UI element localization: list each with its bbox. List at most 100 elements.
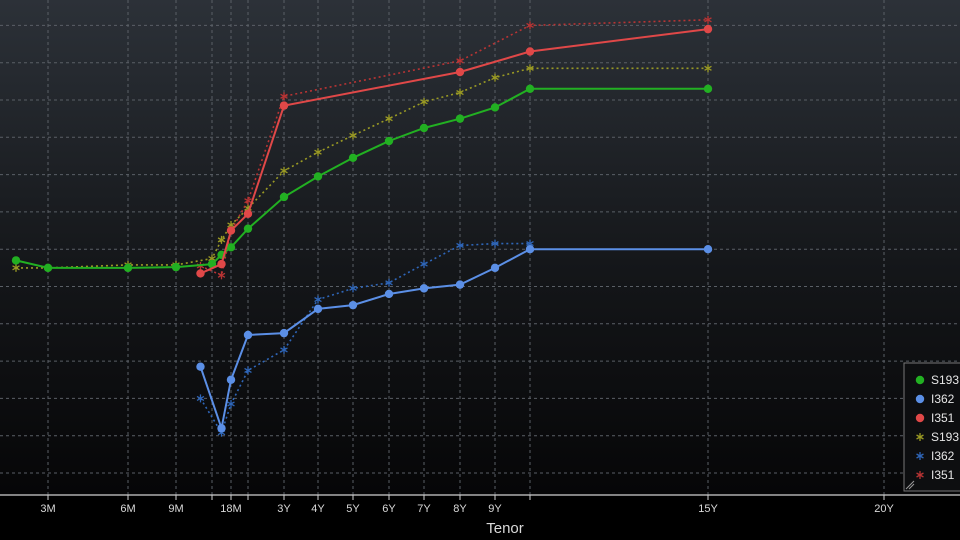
data-point — [385, 278, 393, 287]
data-point — [123, 263, 133, 273]
data-point — [491, 239, 499, 248]
data-point — [384, 289, 394, 299]
data-point — [455, 67, 465, 77]
data-point — [196, 362, 205, 371]
series-5 — [196, 239, 534, 437]
legend: S193 I362 I351 S193 I362 I351 — [903, 362, 960, 492]
data-point — [280, 92, 288, 101]
legend-box — [903, 362, 960, 492]
x-tick-label: 9M — [168, 503, 183, 515]
plot-background — [0, 0, 960, 495]
data-point — [490, 103, 500, 112]
data-point — [525, 47, 535, 56]
series-2 — [196, 245, 713, 433]
x-tick-label: 7Y — [417, 503, 431, 515]
data-point — [384, 136, 394, 146]
x-tick-label: 18M — [220, 503, 241, 515]
data-point — [704, 64, 712, 73]
data-point — [313, 304, 323, 314]
x-tick-label: 6M — [120, 503, 135, 515]
data-point — [226, 243, 236, 252]
data-point — [226, 375, 236, 384]
data-point — [280, 166, 288, 175]
data-point — [703, 24, 713, 34]
series-3 — [196, 24, 713, 278]
data-point — [279, 328, 289, 338]
data-point — [217, 259, 226, 269]
legend-marker — [916, 471, 924, 479]
legend-label: I351 — [931, 411, 955, 425]
series-4 — [12, 64, 712, 272]
data-point — [244, 366, 252, 375]
data-point — [419, 123, 429, 133]
series-1 — [11, 84, 713, 273]
x-axis-title: Tenor — [486, 520, 524, 537]
x-tick-label: 15Y — [698, 503, 718, 515]
legend-label: I362 — [931, 449, 955, 463]
legend-label: S193 — [931, 430, 959, 444]
data-point — [243, 224, 253, 233]
legend-item: S193 — [916, 430, 959, 444]
legend-marker — [915, 413, 925, 423]
data-point — [526, 64, 534, 73]
legend-item: I351 — [916, 468, 955, 482]
x-tick-label: 3Y — [277, 503, 291, 515]
data-point — [385, 114, 393, 123]
x-tick-label: 5Y — [346, 503, 360, 515]
x-tick-label: 4Y — [311, 503, 325, 515]
series-group — [11, 15, 713, 437]
legend-item: S193 — [915, 373, 959, 387]
data-point — [43, 263, 53, 273]
data-point — [456, 56, 464, 65]
legend-item: I362 — [915, 392, 955, 406]
x-tick-label: 9Y — [488, 503, 502, 515]
data-point — [348, 153, 358, 163]
data-point — [279, 101, 289, 110]
data-point — [490, 263, 500, 273]
data-point — [349, 284, 357, 293]
resize-grip-icon[interactable] — [905, 480, 915, 490]
data-point — [525, 84, 535, 94]
legend-label: I362 — [931, 392, 955, 406]
data-point — [703, 84, 713, 94]
data-point — [217, 424, 226, 433]
data-point — [244, 196, 252, 205]
data-point — [227, 399, 235, 408]
x-tick-label: 8Y — [453, 503, 467, 515]
data-point — [171, 262, 181, 272]
legend-marker — [915, 375, 925, 385]
data-point — [12, 263, 20, 272]
data-point — [491, 73, 499, 82]
legend-marker — [916, 433, 924, 441]
data-point — [348, 300, 358, 310]
legend-label: I351 — [931, 468, 955, 482]
data-point — [314, 295, 322, 304]
data-point — [243, 330, 253, 340]
data-point — [196, 394, 205, 403]
data-point — [456, 241, 464, 250]
data-point — [420, 97, 428, 106]
data-point — [217, 271, 226, 280]
x-tick-label: 6Y — [382, 503, 396, 515]
x-axis-ticks: 3M 6M 9M 18M 3Y 4Y 5Y 6Y 7Y 8Y 9Y 15Y 20Y — [40, 495, 894, 515]
data-point — [280, 345, 288, 354]
data-point — [243, 209, 253, 218]
legend-marker — [916, 452, 924, 460]
data-point — [455, 280, 465, 289]
data-point — [704, 15, 712, 24]
data-point — [349, 131, 357, 140]
data-point — [207, 259, 217, 269]
data-point — [313, 172, 323, 181]
data-point — [226, 226, 236, 235]
data-point — [526, 21, 534, 30]
data-point — [703, 245, 713, 254]
legend-item: I351 — [915, 411, 955, 425]
series-line — [200, 28, 709, 275]
data-point — [11, 256, 21, 265]
x-tick-label: 20Y — [874, 503, 894, 515]
data-point — [525, 245, 535, 254]
data-point — [420, 260, 428, 269]
data-point — [455, 114, 465, 123]
